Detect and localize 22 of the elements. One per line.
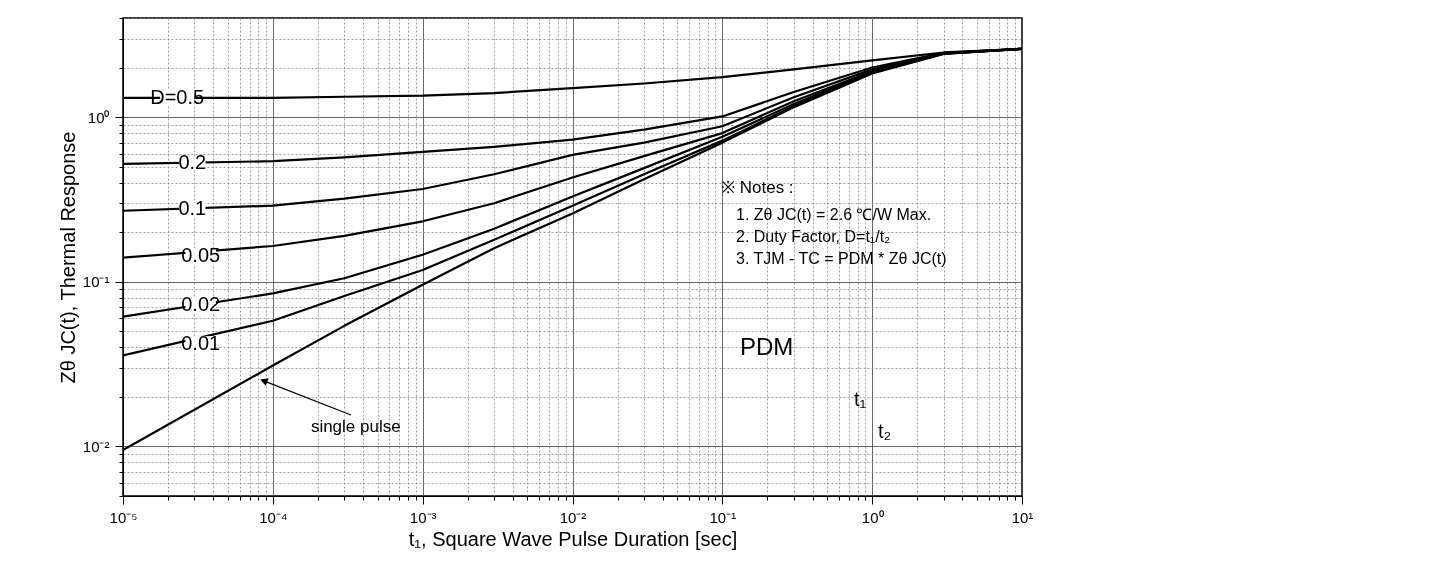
annotation: 0.2 [178,151,207,174]
y-axis-title: Zθ JC(t), Thermal Response [56,131,79,384]
annotation: t₂ [878,420,892,442]
x-tick-label: 10⁻⁴ [259,508,288,526]
y-tick-label: 10⁰ [87,108,110,126]
annotation: single pulse [310,416,401,436]
annotation: 0.1 [178,197,207,220]
x-tick-label: 10⁻⁵ [109,508,138,526]
x-tick-label: 10⁻² [559,508,587,526]
annotation: t₁ [854,388,867,410]
x-tick-label: 10⁰ [861,508,884,526]
x-axis-title: t₁, Square Wave Pulse Duration [sec] [408,527,738,550]
x-tick-label: 10⁻³ [409,508,437,526]
x-tick-label: 10⁻¹ [709,508,737,526]
annotation: 0.02 [181,293,221,316]
annotation: 0.05 [181,244,221,267]
x-tick-label: 10¹ [1011,508,1034,526]
annotation: PDM [740,333,794,360]
annotation: 0.01 [181,331,221,354]
annotation: D=0.5 [150,85,205,108]
y-tick-label: 10⁻¹ [82,273,110,291]
y-tick-label: 10⁻² [82,437,110,455]
